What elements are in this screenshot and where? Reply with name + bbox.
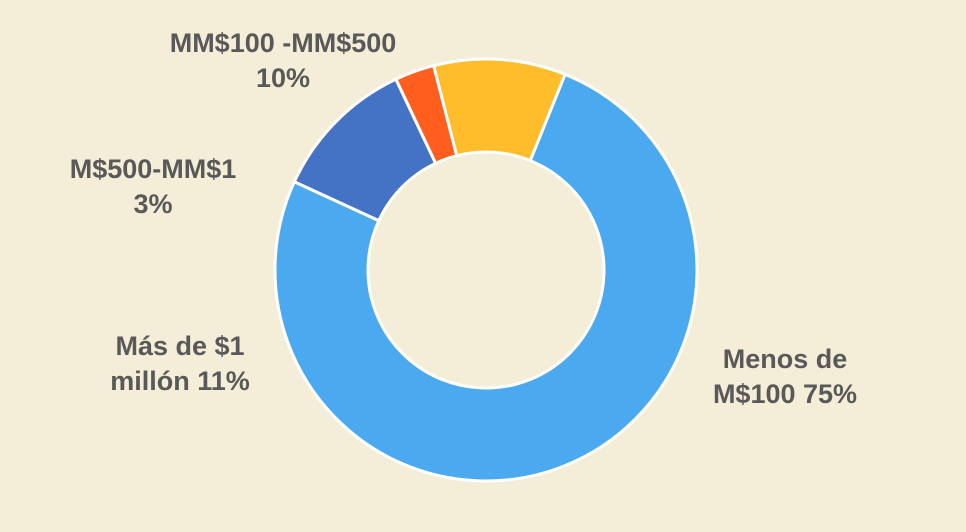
slice-label-1-line-2: M$100 75% <box>713 379 857 409</box>
slice-label-2: Más de $1 millón 11% <box>110 331 250 396</box>
slice-4 <box>431 57 567 163</box>
slice-label-4-line-1: MM$100 -MM$500 <box>170 28 397 58</box>
slice-label-3: M$500-MM$1 3% <box>70 154 237 219</box>
slice-label-4: MM$100 -MM$500 10% <box>170 28 397 93</box>
slice-label-3-line-2: 3% <box>133 189 172 219</box>
slice-label-2-line-2: millón 11% <box>110 366 250 396</box>
slice-label-1: Menos de M$100 75% <box>713 344 857 409</box>
slices-group <box>273 57 699 483</box>
slice-label-1-line-1: Menos de <box>723 344 848 374</box>
slice-label-3-line-1: M$500-MM$1 <box>70 154 237 184</box>
slice-1 <box>273 72 699 483</box>
slice-label-2-line-1: Más de $1 <box>115 331 244 361</box>
labels-group: Menos de M$100 75% Más de $1 millón 11% M$50… <box>70 28 857 409</box>
slice-label-4-line-2: 10% <box>256 63 310 93</box>
